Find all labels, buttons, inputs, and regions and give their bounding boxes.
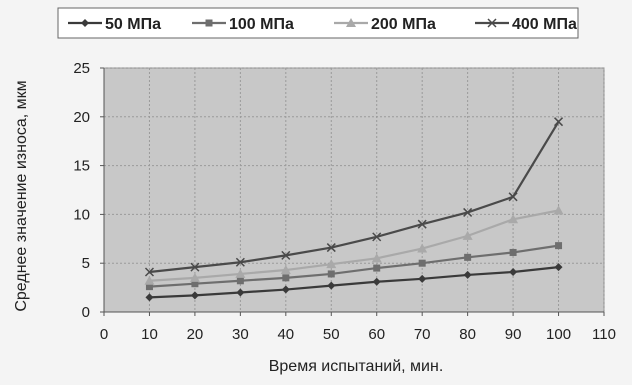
plot-area — [103, 67, 605, 313]
data-point-marker — [235, 257, 245, 267]
x-tick-label: 0 — [100, 326, 108, 343]
data-point-marker — [190, 291, 199, 300]
series-3 — [144, 205, 564, 285]
data-point-marker — [554, 117, 564, 127]
data-point-marker — [417, 243, 428, 253]
data-point-marker — [145, 283, 153, 291]
marker-stroke — [372, 232, 382, 242]
data-point-marker — [326, 259, 337, 269]
data-point-marker — [191, 280, 199, 288]
x-axis-label: Время испытаний, мин. — [269, 358, 444, 375]
x-tick-label: 110 — [592, 326, 616, 343]
data-point-marker — [236, 277, 244, 285]
data-point-marker — [81, 19, 89, 27]
legend-label: 50 МПа — [105, 16, 161, 33]
marker-stroke — [190, 262, 200, 272]
data-point-marker — [236, 288, 245, 297]
x-tick-label: 20 — [187, 326, 204, 343]
y-axis-label: Среднее значение износа, мкм — [13, 80, 30, 311]
legend-entry: 400 МПа — [475, 16, 577, 33]
x-tick-label: 50 — [323, 326, 340, 343]
series-line — [149, 266, 559, 299]
marker-stroke — [326, 243, 336, 253]
marker-stroke — [281, 250, 291, 260]
data-point-marker — [190, 262, 200, 272]
marker-stroke — [463, 207, 473, 217]
y-tick-label: 0 — [82, 304, 90, 321]
data-point-marker — [509, 267, 518, 276]
data-point-marker — [372, 277, 381, 286]
data-point-marker — [372, 232, 382, 242]
data-point-marker — [346, 18, 356, 27]
x-tick-label: 100 — [546, 326, 571, 343]
data-point-marker — [463, 270, 472, 279]
data-point-marker — [487, 18, 497, 28]
data-point-marker — [508, 214, 519, 224]
legend-entry: 100 МПа — [192, 16, 294, 33]
data-point-marker — [326, 243, 336, 253]
data-point-marker — [417, 219, 427, 229]
series-4 — [144, 117, 564, 277]
x-tick-label: 60 — [368, 326, 385, 343]
x-tick-label: 90 — [505, 326, 522, 343]
y-tick-label: 15 — [73, 158, 90, 175]
legend-label: 400 МПа — [512, 16, 577, 33]
data-point-marker — [327, 281, 336, 290]
data-point-marker — [462, 230, 473, 240]
series-line — [149, 209, 559, 282]
axes: 0 5 10 15 20 25 0 10 20 30 40 50 60 70 80 90 100 110 — [73, 60, 616, 343]
data-point-marker — [327, 270, 335, 278]
data-point-marker — [280, 265, 291, 275]
data-point-marker — [463, 207, 473, 217]
data-point-marker — [282, 274, 290, 282]
data-point-marker — [555, 242, 563, 250]
series-line — [149, 121, 560, 274]
data-point-marker — [464, 253, 472, 261]
data-point-marker — [189, 272, 200, 282]
y-tick-label: 5 — [82, 255, 90, 272]
x-tick-label: 40 — [277, 326, 294, 343]
data-point-marker — [371, 253, 382, 263]
legend-entry: 200 МПа — [334, 16, 436, 33]
series-1 — [145, 263, 563, 302]
x-tick-label: 80 — [459, 326, 476, 343]
y-tick-label: 25 — [73, 60, 90, 77]
legend-label: 200 МПа — [371, 16, 436, 33]
marker-stroke — [144, 267, 154, 277]
y-tick-label: 20 — [73, 109, 90, 126]
data-point-marker — [235, 268, 246, 278]
series-2 — [145, 242, 563, 291]
data-point-marker — [145, 293, 154, 302]
marker-stroke — [487, 18, 497, 28]
x-tick-label: 10 — [141, 326, 158, 343]
series-line — [149, 244, 559, 288]
legend-label: 100 МПа — [229, 16, 294, 33]
data-point-marker — [281, 250, 291, 260]
x-tick-label: 70 — [414, 326, 431, 343]
data-point-marker — [144, 267, 154, 277]
marker-stroke — [554, 117, 564, 127]
plot-background — [103, 67, 605, 313]
data-point-marker — [144, 275, 155, 285]
data-point-marker — [418, 274, 427, 283]
data-point-marker — [281, 285, 290, 294]
data-point-marker — [205, 19, 213, 27]
x-tick-label: 30 — [232, 326, 249, 343]
data-point-marker — [508, 192, 518, 202]
legend: 50 МПа 100 МПа 200 МПа 400 МПа — [57, 7, 579, 39]
marker-stroke — [417, 219, 427, 229]
data-point-marker — [373, 264, 381, 272]
data-point-marker — [554, 263, 563, 272]
data-point-marker — [509, 248, 517, 256]
legend-entry: 50 МПа — [68, 16, 161, 33]
y-tick-label: 10 — [73, 206, 90, 223]
marker-stroke — [508, 192, 518, 202]
data-point-marker — [418, 259, 426, 267]
data-point-marker — [553, 205, 564, 215]
marker-stroke — [235, 257, 245, 267]
